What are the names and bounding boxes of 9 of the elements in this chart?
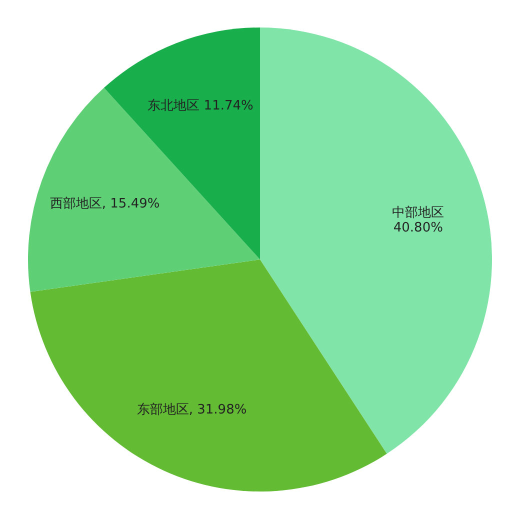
pie-slice bbox=[28, 88, 260, 292]
slice-label: 中部地区 bbox=[392, 205, 444, 220]
pie-slice bbox=[104, 28, 260, 260]
slice-label: 东部地区, 31.98% bbox=[136, 402, 247, 418]
pie-slice bbox=[260, 28, 492, 454]
slice-label: 西部地区, 15.49% bbox=[50, 196, 160, 212]
data-label: 40.80% bbox=[393, 220, 443, 236]
pie-slice bbox=[30, 260, 387, 492]
slice-label: 东北地区 11.74% bbox=[148, 98, 254, 114]
